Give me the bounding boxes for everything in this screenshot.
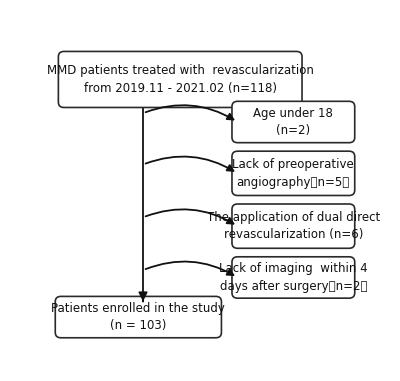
FancyBboxPatch shape bbox=[58, 51, 302, 107]
Text: The application of dual direct
revascularization (n=6): The application of dual direct revascula… bbox=[207, 211, 380, 242]
FancyBboxPatch shape bbox=[55, 296, 222, 338]
FancyBboxPatch shape bbox=[232, 257, 355, 298]
FancyBboxPatch shape bbox=[232, 204, 355, 248]
Text: MMD patients treated with  revascularization
from 2019.11 - 2021.02 (n=118): MMD patients treated with revascularizat… bbox=[47, 64, 314, 95]
FancyBboxPatch shape bbox=[232, 101, 355, 142]
Text: Patients enrolled in the study
(n = 103): Patients enrolled in the study (n = 103) bbox=[52, 302, 225, 332]
Text: Lack of preoperative
angiography（n=5）: Lack of preoperative angiography（n=5） bbox=[232, 158, 354, 189]
FancyBboxPatch shape bbox=[232, 151, 355, 195]
Text: Age under 18
(n=2): Age under 18 (n=2) bbox=[254, 107, 333, 137]
Text: Lack of imaging  within 4
days after surgery（n=2）: Lack of imaging within 4 days after surg… bbox=[219, 262, 368, 293]
